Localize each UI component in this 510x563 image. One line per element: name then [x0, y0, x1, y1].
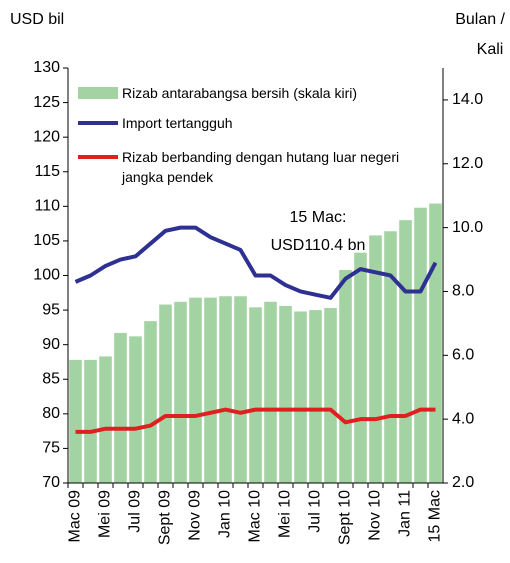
bar [114, 332, 127, 483]
x-tick-label: Sept 10 [337, 490, 354, 545]
bar [429, 203, 442, 484]
x-tick-label: Nov 09 [187, 490, 204, 541]
legend-swatch [78, 87, 118, 99]
x-tick-label: Mei 09 [97, 490, 114, 538]
y-tick-label: 100 [33, 267, 60, 284]
y-tick-label: 120 [33, 128, 60, 145]
bar [354, 252, 367, 483]
line [74, 225, 438, 300]
y-tick-label: 125 [33, 94, 60, 111]
annotation: USD110.4 bn [271, 237, 366, 254]
x-tick-label: Jan 11 [397, 490, 414, 537]
bar [159, 304, 172, 483]
x-tick-label: Nov 10 [367, 490, 384, 541]
x-tick-label: Jan 10 [217, 490, 234, 538]
y-tick-label: 80 [42, 405, 60, 422]
y2-tick-label: 14.0 [452, 91, 483, 108]
bar [144, 321, 157, 483]
y-tick-label: 70 [42, 474, 60, 491]
bar [204, 297, 217, 483]
bar [414, 207, 427, 483]
bar [189, 297, 202, 483]
y2-axis-label: Bulan / [455, 11, 505, 28]
bar [219, 296, 232, 483]
y-tick-label: 110 [34, 198, 60, 215]
bar [399, 220, 412, 483]
annotation: 15 Mac: [290, 209, 347, 226]
y2-tick-label: 2.0 [452, 474, 474, 491]
y-axis-label: USD bil [10, 11, 64, 28]
bar [309, 310, 322, 483]
y-tick-label: 130 [33, 59, 60, 76]
x-tick-label: Mac 10 [247, 490, 264, 543]
bar [249, 307, 262, 483]
y-tick-label: 115 [34, 163, 60, 180]
x-tick-label: 15 Mac [427, 490, 444, 542]
y2-tick-label: 8.0 [452, 283, 474, 300]
bar [279, 305, 292, 483]
bar [264, 301, 277, 483]
bar [294, 311, 307, 483]
y2-axis-label: Kali [477, 41, 504, 58]
bar [384, 231, 397, 483]
x-tick-label: Sept 09 [157, 490, 174, 545]
y-tick-label: 75 [42, 440, 60, 457]
bar [339, 269, 352, 483]
x-tick-label: Jul 09 [127, 490, 144, 533]
bar [99, 356, 112, 483]
bar [129, 336, 142, 483]
bar [69, 359, 82, 483]
y-tick-label: 95 [42, 301, 60, 318]
bar [84, 359, 97, 483]
bar [234, 296, 247, 483]
y-tick-label: 90 [42, 336, 60, 353]
y-tick-label: 85 [42, 370, 60, 387]
x-tick-label: Mei 10 [277, 490, 294, 538]
x-tick-label: Mac 09 [67, 490, 84, 543]
line [75, 407, 436, 434]
x-tick-label: Jul 10 [307, 490, 324, 533]
bar [324, 308, 337, 483]
y2-tick-label: 4.0 [452, 410, 474, 427]
y-tick-label: 105 [33, 232, 60, 249]
bar [174, 301, 187, 483]
y2-tick-label: 12.0 [452, 155, 483, 172]
legend-label: Rizab antarabangsa bersih (skala kiri) [122, 85, 357, 101]
legend-label: Import tertangguh [122, 115, 233, 131]
legend-label: Rizab berbanding dengan hutang luar nege… [122, 149, 400, 185]
y2-tick-label: 10.0 [452, 219, 483, 236]
y2-tick-label: 6.0 [452, 347, 474, 364]
